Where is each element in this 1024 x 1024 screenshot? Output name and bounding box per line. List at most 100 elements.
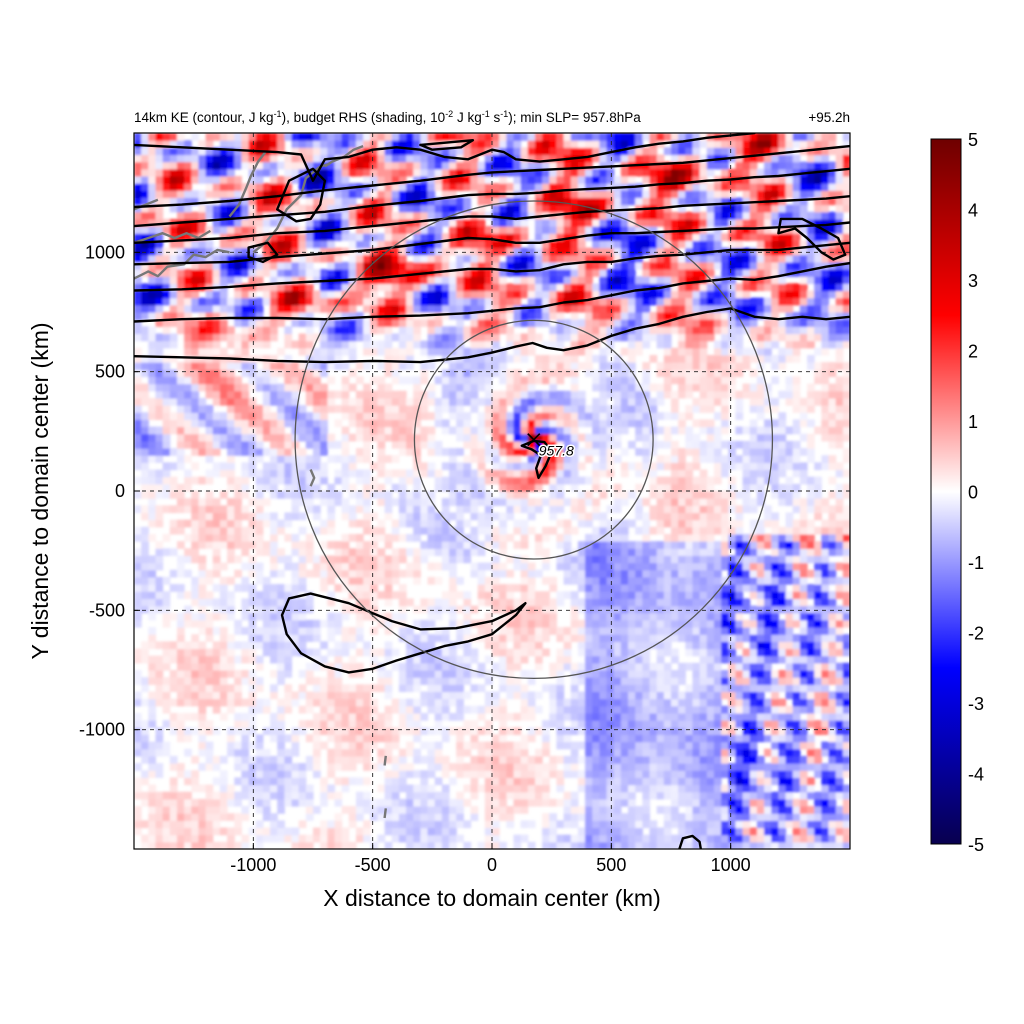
shade-cell: [227, 383, 235, 392]
shade-cell: [219, 383, 228, 392]
shade-cell: [520, 755, 529, 764]
shade-cell: [434, 319, 443, 327]
shade-cell: [148, 791, 157, 800]
shade-cell: [456, 304, 464, 313]
shade-cell: [570, 211, 579, 220]
shade-cell: [398, 748, 407, 757]
shade-cell: [227, 662, 235, 671]
shade-cell: [506, 455, 515, 463]
shade-cell: [320, 519, 328, 528]
shade-cell: [184, 433, 192, 442]
shade-cell: [320, 369, 328, 378]
shade-cell: [234, 584, 242, 592]
shade-cell: [449, 326, 457, 335]
shade-cell: [370, 533, 379, 542]
shade-cell: [305, 548, 314, 557]
shade-cell: [520, 397, 529, 406]
shade-cell: [484, 720, 493, 728]
shade-cell: [305, 340, 314, 349]
shade-cell: [499, 748, 507, 757]
shade-cell: [363, 168, 371, 177]
shade-cell: [176, 412, 185, 420]
shade-cell: [427, 662, 436, 671]
shade-cell: [241, 755, 250, 764]
shade-cell: [348, 190, 357, 199]
shade-cell: [198, 276, 207, 284]
shade-cell: [384, 419, 393, 428]
shade-cell: [134, 491, 142, 499]
shade-cell: [570, 720, 579, 728]
shade-cell: [556, 154, 565, 163]
shade-cell: [513, 841, 522, 849]
shade-cell: [463, 133, 472, 141]
shade-cell: [219, 519, 228, 528]
shade-cell: [441, 240, 450, 249]
shade-cell: [341, 806, 350, 814]
shade-cell: [398, 755, 407, 764]
shade-cell: [262, 354, 271, 363]
shade-cell: [270, 612, 278, 621]
shade-cell: [463, 419, 472, 428]
shade-cell: [184, 283, 192, 292]
shade-cell: [391, 304, 400, 313]
shade-cell: [184, 147, 192, 156]
shade-cell: [176, 197, 185, 206]
shade-cell: [556, 197, 565, 206]
shade-cell: [484, 261, 493, 270]
shade-cell: [184, 297, 192, 306]
shade-cell: [198, 827, 207, 836]
shade-cell: [248, 712, 257, 721]
shade-cell: [134, 297, 142, 306]
shade-cell: [169, 147, 178, 156]
shade-cell: [320, 691, 328, 700]
shade-cell: [134, 333, 142, 342]
shade-cell: [291, 505, 300, 514]
shade-cell: [327, 440, 336, 449]
shade-cell: [441, 483, 450, 492]
shade-cell: [313, 397, 321, 406]
shade-cell: [484, 226, 493, 234]
shade-cell: [398, 770, 407, 778]
shade-cell: [184, 204, 192, 213]
shade-cell: [391, 576, 400, 585]
shade-cell: [363, 727, 371, 736]
shade-cell: [556, 297, 565, 306]
shade-cell: [384, 727, 393, 736]
shade-cell: [527, 648, 536, 657]
shade-cell: [570, 140, 579, 148]
shade-cell: [492, 319, 500, 327]
shade-cell: [341, 469, 350, 478]
shade-cell: [327, 347, 336, 356]
shade-cell: [262, 462, 271, 471]
shade-cell: [470, 433, 479, 442]
shade-cell: [449, 175, 457, 184]
shade-cell: [141, 684, 149, 693]
shade-cell: [484, 455, 493, 463]
shade-cell: [291, 140, 300, 148]
shade-cell: [320, 283, 328, 292]
shade-cell: [205, 698, 214, 707]
shade-cell: [241, 369, 250, 378]
shade-cell: [492, 820, 500, 829]
shade-cell: [563, 326, 572, 335]
shade-cell: [563, 655, 572, 664]
shade-cell: [370, 269, 379, 277]
shade-cell: [176, 798, 185, 807]
shade-cell: [420, 598, 429, 607]
shade-cell: [298, 777, 307, 786]
shade-cell: [334, 269, 343, 277]
shade-cell: [434, 469, 443, 478]
shade-cell: [248, 376, 257, 385]
shade-cell: [563, 319, 572, 327]
shade-cell: [434, 347, 443, 356]
shade-cell: [406, 634, 414, 642]
shade-cell: [284, 462, 293, 471]
shade-cell: [520, 175, 529, 184]
shade-cell: [355, 619, 364, 628]
shade-cell: [176, 140, 185, 148]
shade-cell: [420, 183, 429, 191]
shade-cell: [162, 834, 171, 843]
shade-cell: [327, 491, 336, 499]
shade-cell: [384, 226, 393, 234]
shade-cell: [248, 233, 257, 241]
